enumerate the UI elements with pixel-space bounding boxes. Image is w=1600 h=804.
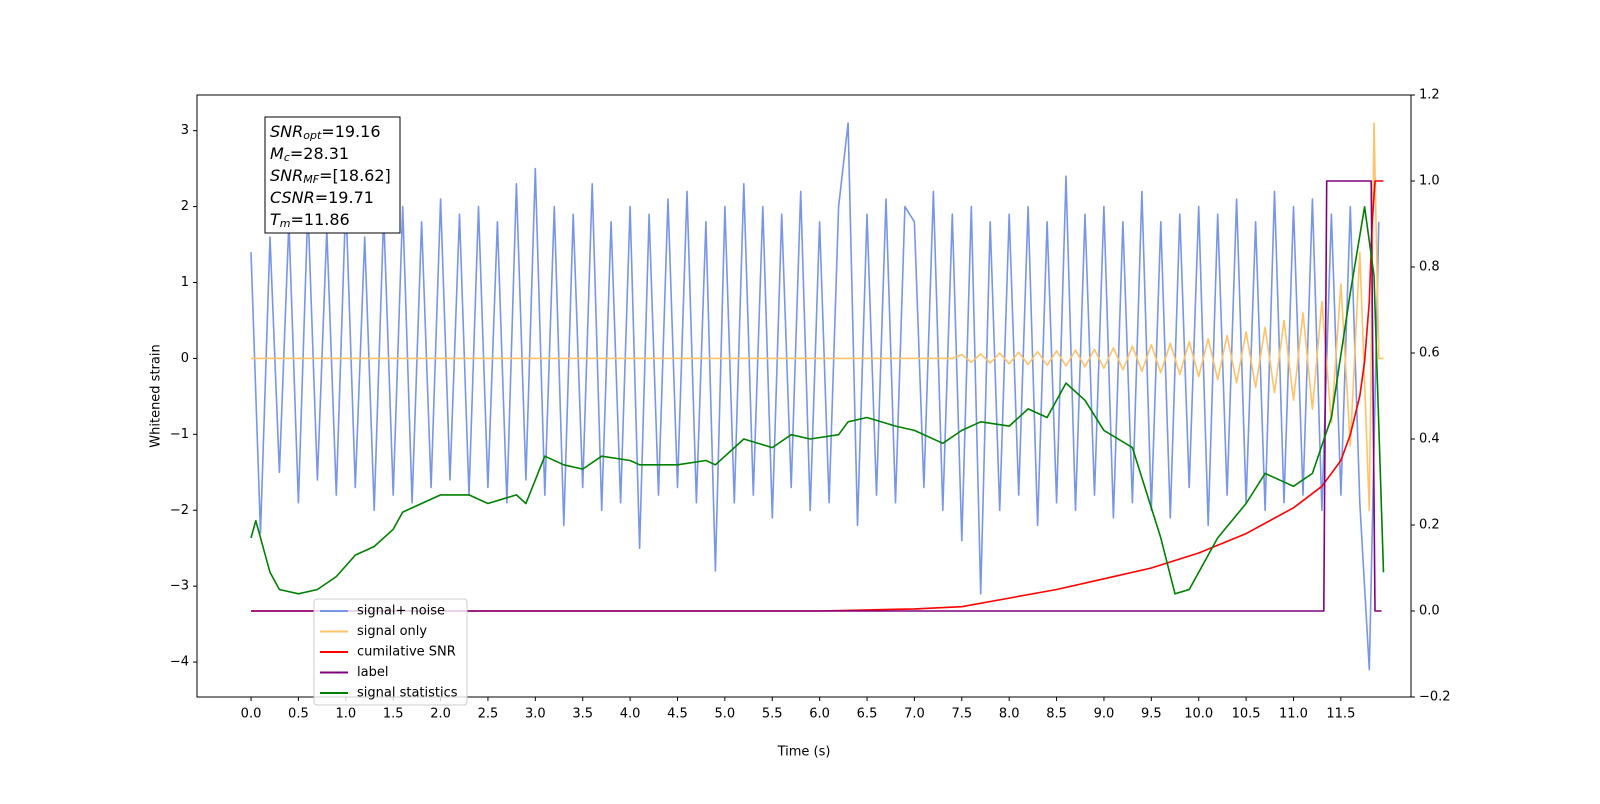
annotation-value: =[18.62]	[319, 166, 391, 185]
x-tick-label: 1.0	[335, 707, 356, 722]
y2-tick-label: 0.4	[1419, 432, 1440, 447]
y-tick-label: −3	[170, 579, 189, 594]
y2-tick-label: 0.0	[1419, 604, 1440, 619]
annotation-box: SNRopt=19.16Mc=28.31SNRMF=[18.62]CSNR=19…	[264, 116, 401, 234]
x-tick-label: 5.5	[762, 707, 783, 722]
annotation: SNRopt=19.16	[270, 122, 381, 143]
annotation: CSNR=19.71	[270, 188, 374, 207]
legend-label: signal+ noise	[357, 604, 445, 619]
x-tick-label: 0.5	[288, 707, 309, 722]
annotation-subscript: m	[280, 217, 291, 230]
x-tick-label: 2.5	[478, 707, 499, 722]
annotation: Mc=28.31	[270, 144, 349, 165]
annotation-subscript: MF	[303, 173, 319, 186]
y-tick-label: −4	[170, 655, 189, 670]
y2-tick-label: 1.2	[1419, 88, 1440, 103]
annotation-value: =19.16	[321, 122, 380, 141]
x-tick-label: 10.5	[1232, 707, 1261, 722]
x-tick-label: 6.0	[809, 707, 830, 722]
x-tick-label: 2.0	[430, 707, 451, 722]
x-tick-label: 3.0	[525, 707, 546, 722]
annotation: Tm=11.86	[270, 210, 350, 231]
y-tick-label: 0	[181, 351, 189, 366]
x-tick-label: 9.0	[1094, 707, 1115, 722]
annotation-symbol: SNR	[270, 122, 303, 141]
annotation-value: =11.86	[291, 210, 350, 229]
y2-tick-label: 0.6	[1419, 346, 1440, 361]
x-tick-label: 10.0	[1184, 707, 1213, 722]
x-tick-label: 9.5	[1141, 707, 1162, 722]
annotation-value: =28.31	[290, 144, 349, 163]
y2-tick-label: 0.2	[1419, 518, 1440, 533]
annotation: SNRMF=[18.62]	[270, 166, 391, 187]
series-line	[251, 180, 1384, 612]
annotation-symbol: CSNR	[270, 188, 315, 207]
axes-frame	[196, 94, 1412, 698]
annotation-frame	[264, 116, 401, 234]
x-tick-label: 8.5	[1046, 707, 1067, 722]
y2-tick-label: −0.2	[1419, 690, 1451, 705]
x-tick-label: 1.5	[383, 707, 404, 722]
series-line	[250, 122, 1380, 671]
legend-label: cumilative SNR	[357, 645, 456, 660]
legend-label: signal only	[357, 624, 427, 639]
x-tick-label: 4.0	[620, 707, 641, 722]
x-axis-label: Time (s)	[777, 745, 831, 760]
annotation-value: =19.71	[315, 188, 374, 207]
y-tick-label: −1	[170, 427, 189, 442]
y-tick-label: −2	[170, 503, 189, 518]
annotation-subscript: c	[284, 151, 290, 164]
y-tick-label: 2	[181, 199, 189, 214]
x-tick-label: 8.0	[999, 707, 1020, 722]
series-line	[251, 180, 1382, 612]
y2-tick-label: 0.8	[1419, 260, 1440, 275]
legend-label: signal statistics	[357, 686, 458, 701]
x-tick-label: 7.0	[904, 707, 925, 722]
annotation-symbol: T	[270, 210, 281, 229]
y-axis-label: Whitened strain	[149, 344, 164, 447]
legend-frame	[313, 598, 468, 706]
y-tick-label: 3	[181, 123, 189, 138]
annotation-symbol: SNR	[270, 166, 303, 185]
series-line	[251, 122, 1384, 512]
x-tick-label: 5.0	[715, 707, 736, 722]
x-tick-label: 11.0	[1279, 707, 1308, 722]
y2-tick-label: 1.0	[1419, 174, 1440, 189]
x-tick-label: 0.0	[241, 707, 262, 722]
x-tick-label: 3.5	[572, 707, 593, 722]
y-tick-label: 1	[181, 275, 189, 290]
annotation-symbol: M	[270, 144, 284, 163]
x-tick-label: 7.5	[951, 707, 972, 722]
legend: signal+ noise signal only cumilative SNR la…	[313, 598, 468, 706]
annotation-subscript: opt	[303, 129, 322, 142]
x-tick-label: 6.5	[857, 707, 878, 722]
series-line	[250, 206, 1385, 595]
x-tick-label: 11.5	[1326, 707, 1355, 722]
legend-label: label	[357, 665, 388, 680]
x-tick-label: 4.5	[667, 707, 688, 722]
